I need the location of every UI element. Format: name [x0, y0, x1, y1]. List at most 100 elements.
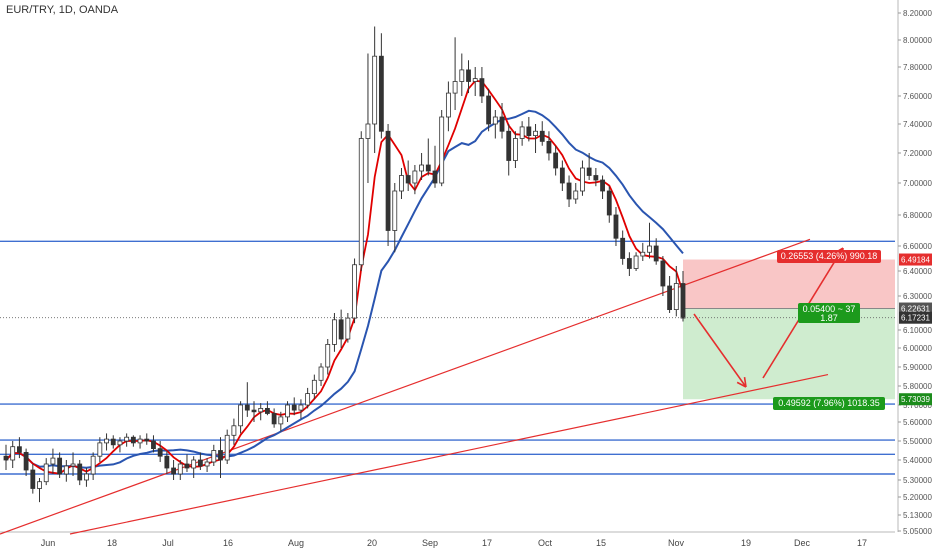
candle-body [492, 116, 498, 125]
y-tick-label: 5.70000 [903, 401, 932, 410]
y-tick-label: 5.30000 [903, 476, 932, 485]
candle-body [667, 285, 673, 311]
candle [90, 452, 96, 480]
moving-average-slow [5, 109, 684, 469]
candle-body [37, 481, 42, 489]
candle [486, 88, 492, 132]
candle-body [130, 436, 136, 444]
candle-body [157, 448, 163, 457]
entry-label-bg [798, 303, 860, 323]
price-tag-bg [899, 302, 932, 315]
candle-body [191, 459, 197, 469]
candle [345, 313, 351, 343]
candle-body [265, 407, 270, 414]
candle [472, 67, 478, 96]
candle [513, 131, 518, 168]
candle [533, 124, 538, 153]
candle [318, 363, 324, 386]
target-label-bg [777, 250, 881, 263]
candle [23, 448, 29, 476]
candle-body [533, 130, 538, 136]
candle [673, 266, 679, 317]
candle [332, 313, 337, 352]
candle-body [104, 438, 109, 444]
candle-body [626, 258, 632, 269]
candle-body [311, 379, 317, 394]
candle-body [412, 170, 418, 184]
candle [372, 26, 378, 153]
candle-body [63, 465, 69, 475]
entry-label: 0.05400 ~ 371.87 [798, 303, 860, 323]
price-tag: 6.49184 [899, 253, 932, 266]
y-tick-label: 5.05000 [903, 527, 932, 536]
candle [358, 131, 364, 271]
candle-body [244, 404, 250, 411]
candle-body [573, 190, 579, 200]
candle-body [318, 366, 324, 381]
candle-body [479, 78, 485, 97]
candle-body [506, 130, 512, 161]
candle-body [57, 457, 63, 475]
y-axis: 8.20000 8.00000 7.80000 7.60000 7.40000 7.200… [897, 0, 932, 536]
y-tick-label: 7.80000 [903, 63, 932, 72]
candle [419, 153, 424, 180]
candle-body [600, 179, 605, 192]
y-tick-label: 5.60000 [903, 418, 932, 427]
candle [499, 103, 505, 139]
candle-body [184, 463, 190, 469]
y-tick-label: 5.80000 [903, 382, 932, 391]
candle [385, 124, 391, 246]
target-label-text: 0.26553 (4.26%) 990.18 [781, 251, 878, 261]
y-tick-label: 5.90000 [903, 363, 932, 372]
candle-body [385, 130, 391, 231]
candle-body [352, 264, 357, 319]
x-tick-label: 17 [857, 538, 867, 548]
candle-body [177, 463, 183, 475]
candle-body [586, 167, 592, 176]
candle-body [613, 214, 619, 239]
candle-body [513, 138, 518, 161]
candle [392, 183, 398, 253]
candle-body [124, 436, 130, 442]
y-tick-label: 5.13000 [903, 511, 932, 520]
candle [445, 81, 451, 132]
candle [291, 397, 297, 416]
candle-body [325, 343, 331, 368]
x-tick-label: 17 [482, 538, 492, 548]
candle [84, 468, 89, 487]
candle-body [459, 69, 465, 82]
candle [352, 258, 357, 324]
candle-body [566, 182, 572, 200]
entry-label-text: 0.05400 ~ 37 [803, 304, 856, 314]
price-tag-bg [899, 311, 932, 324]
candle-body [378, 55, 384, 132]
candle [110, 435, 116, 449]
candle [566, 175, 572, 207]
candle-body [70, 463, 76, 467]
x-tick-label: Aug [288, 538, 304, 548]
candle-body [258, 407, 264, 413]
candle [218, 437, 223, 478]
position-stop-zone [683, 308, 895, 400]
y-tick-label: 7.00000 [903, 179, 932, 188]
x-tick-label: Jul [162, 538, 174, 548]
candle [124, 433, 130, 447]
price-tag-text: 6.17231 [901, 314, 930, 323]
candle [526, 117, 532, 142]
candle-body [144, 438, 150, 442]
candle-body [231, 425, 237, 436]
candle [238, 401, 244, 434]
candle [171, 460, 176, 480]
candle [265, 401, 270, 416]
candle-body [238, 404, 244, 427]
candle [117, 437, 123, 453]
x-tick-label: 20 [367, 538, 377, 548]
candle-body [23, 451, 29, 471]
candle [63, 460, 69, 482]
y-tick-label: 8.20000 [903, 9, 932, 18]
candle-body [680, 283, 686, 319]
candle-body [660, 260, 666, 287]
candle [258, 403, 264, 421]
